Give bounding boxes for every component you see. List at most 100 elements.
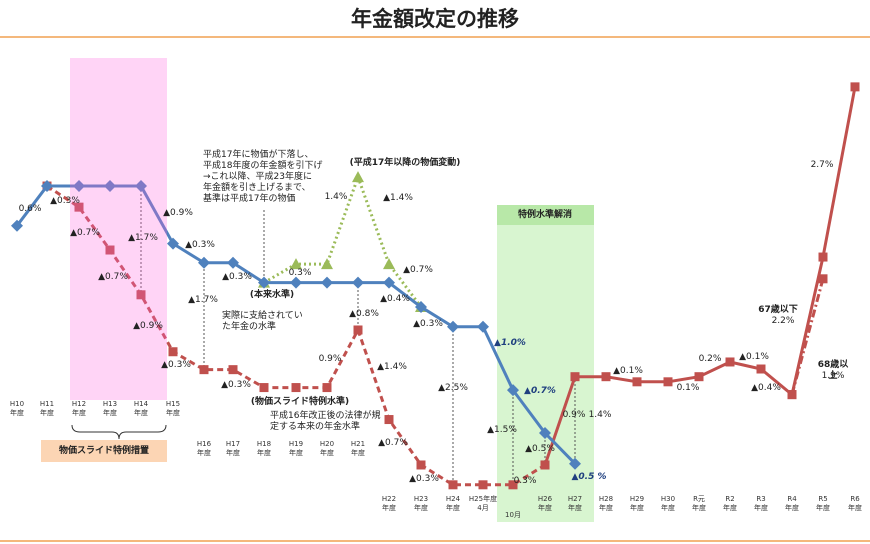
annotation: ▲0.1% [613,366,643,376]
annotation: ▲1.4% [377,362,407,372]
annotation: ▲0.4% [380,294,410,304]
annotation: 2.2% [771,316,795,326]
marker [105,245,115,255]
x-tick-label: R4 年度 [785,495,799,512]
special-label: 物価スライド特例措置 [58,446,150,456]
x-tick-label: H29 年度 [629,495,645,512]
annotation: ▲0.3% [50,196,80,206]
x-tick-label: H19 年度 [288,440,304,457]
annotation: ▲1.7% [128,233,158,243]
marker [569,457,581,470]
marker [384,415,394,425]
series-line [790,278,825,395]
special-box [70,58,167,400]
marker [448,480,458,490]
annotation: 平成17年に物価が下落し、 平成18年度の年金額を引下げ →これ以降、平成23年… [203,150,323,204]
marker [11,219,23,232]
marker [416,460,426,470]
annotation: ▲0.9% [163,208,193,218]
marker [850,82,860,92]
x-tick-label: H27 年度 [567,495,583,512]
x-tick-label: R2 年度 [723,495,737,512]
marker [258,276,270,289]
marker [818,274,828,284]
annotation: 1.4% [588,410,612,420]
annotation: ▲0.4% [751,383,781,393]
x-tick-label: H21 年度 [350,440,366,457]
annotation: ▲0.5% [525,444,555,454]
marker [539,426,551,439]
marker [291,383,301,393]
x-tick-label: H30 年度 [660,495,676,512]
annotation: ▲1.5% [487,425,517,435]
x-tick-label: H20 年度 [319,440,335,457]
annotation: ▲0.5 % [571,472,607,482]
x-tick-label: H25年度 4月 [468,495,498,512]
annotation: ▲0.1% [739,352,769,362]
marker [228,365,238,375]
x-tick-label: R3 年度 [754,495,768,512]
x-tick-label: H26 年度 [537,495,553,512]
marker [818,252,828,262]
marker [478,480,488,490]
annotation: ▲1.4% [383,193,413,203]
annotation: 67歳以下 [758,305,798,315]
marker [601,372,611,382]
marker [227,256,239,269]
x-tick-label: H11 年度 [39,400,55,417]
marker [508,480,518,490]
marker [104,180,116,193]
marker [570,372,580,382]
marker [167,237,179,250]
marker [352,171,364,183]
annotation: ▲0.7% [70,228,100,238]
annotation: 0.9% [318,354,342,364]
x-tick-label: H14 年度 [133,400,149,417]
x-tick-label: R元 年度 [692,495,706,512]
x-tick-label: H17 年度 [225,440,241,457]
x-tick-label: 10月 [505,511,521,519]
annotation: 0.1% [676,383,700,393]
marker [415,300,427,313]
marker [353,325,363,335]
annotation: 平成16年改正後の法律が規 定する本来の年金水準 [270,411,381,432]
marker [74,202,84,212]
resolution-label: 特例水準解消 [517,210,573,220]
marker [477,320,489,333]
marker [135,180,147,193]
marker [725,357,735,367]
annotation: ▲0.7% [524,386,556,396]
annotation: 2.7% [810,160,834,170]
marker [199,365,209,375]
marker [787,390,797,400]
resolution-label-box [497,205,594,225]
annotation: ▲0.7% [403,265,433,275]
series-label: (平成17年以降の物価変動) [349,158,461,168]
annotation: ▲0.3% [185,240,215,250]
series-label: (本来水準) [249,290,295,300]
annotation: ▲0.7% [98,272,128,282]
x-tick-label: H23 年度 [413,495,429,512]
marker [41,180,53,193]
marker [383,258,395,270]
marker [507,384,519,397]
x-tick-label: H12 年度 [71,400,87,417]
x-tick-label: H13 年度 [102,400,118,417]
x-tick-label: R5 年度 [816,495,830,512]
series-line [263,172,423,308]
annotation: 0.3% [288,268,312,278]
x-tick-label: H22 年度 [381,495,397,512]
annotation: 1.9% [821,371,845,381]
annotation: ▲0.3% [413,319,443,329]
marker [259,383,269,393]
marker [447,320,459,333]
marker [290,276,302,289]
guides [140,190,576,482]
annotation: 1.4% [324,192,348,202]
annotation: 68歳以上 [817,360,849,381]
x-tick-label: H16 年度 [196,440,212,457]
marker [290,258,302,270]
series-label: (物価スライド特例水準) [250,397,350,407]
